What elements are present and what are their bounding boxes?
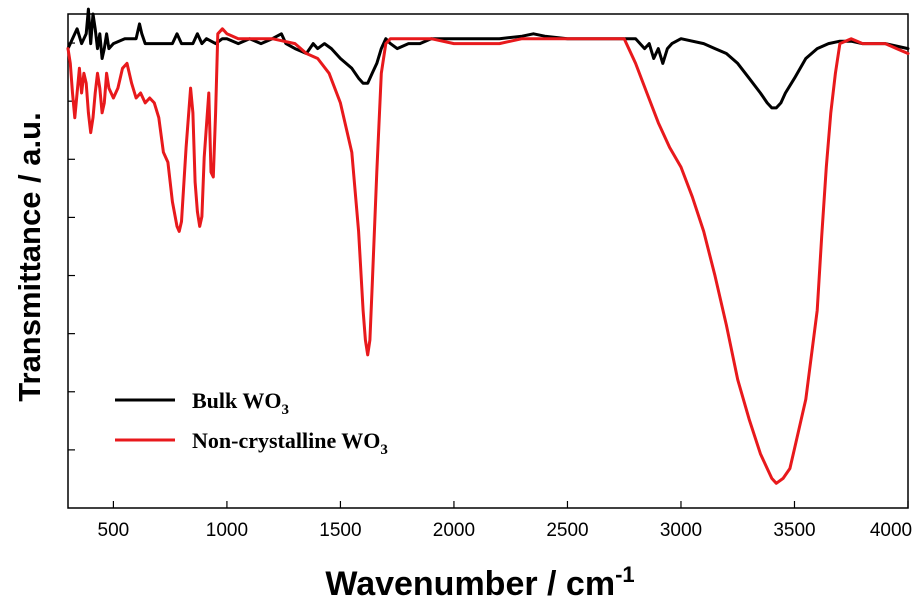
series-group [66,7,910,485]
series-line-bulk [66,7,910,110]
x-tick-label: 1500 [319,520,361,541]
x-axis-title-text: Wavenumber / cm [325,565,615,603]
legend-entry: Non-crystalline WO3 [115,428,388,458]
x-tick-label: 1000 [206,520,248,541]
x-axis-title: Wavenumber / cm-1 [325,562,634,603]
legend-label-noncrystalline: Non-crystalline WO3 [192,428,388,458]
x-axis-title-superscript: -1 [615,562,635,587]
legend: Bulk WO3 Non-crystalline WO3 [115,388,388,458]
series-line-noncrystalline [66,27,910,485]
legend-label-bulk: Bulk WO3 [192,388,289,418]
legend-label-noncrystalline-subscript: 3 [380,442,388,458]
x-tick-label: 4000 [870,520,912,541]
y-axis-title: Transmittance / a.u. [12,112,47,401]
x-tick-label: 2000 [433,520,475,541]
legend-label-noncrystalline-text: Non-crystalline WO [192,428,380,453]
x-tick-label: 2500 [546,520,588,541]
x-tick-label: 3000 [660,520,702,541]
legend-entry: Bulk WO3 [115,388,289,418]
x-axis-ticks: 500 1000 1500 2000 2500 3000 3500 4000 [98,501,912,541]
legend-label-bulk-subscript: 3 [281,402,289,418]
plot-area: 500 1000 1500 2000 2500 3000 3500 4000 [66,7,912,541]
legend-label-bulk-text: Bulk WO [192,388,281,413]
x-tick-label: 3500 [773,520,815,541]
plot-frame [67,13,909,509]
x-tick-label: 500 [98,520,130,541]
